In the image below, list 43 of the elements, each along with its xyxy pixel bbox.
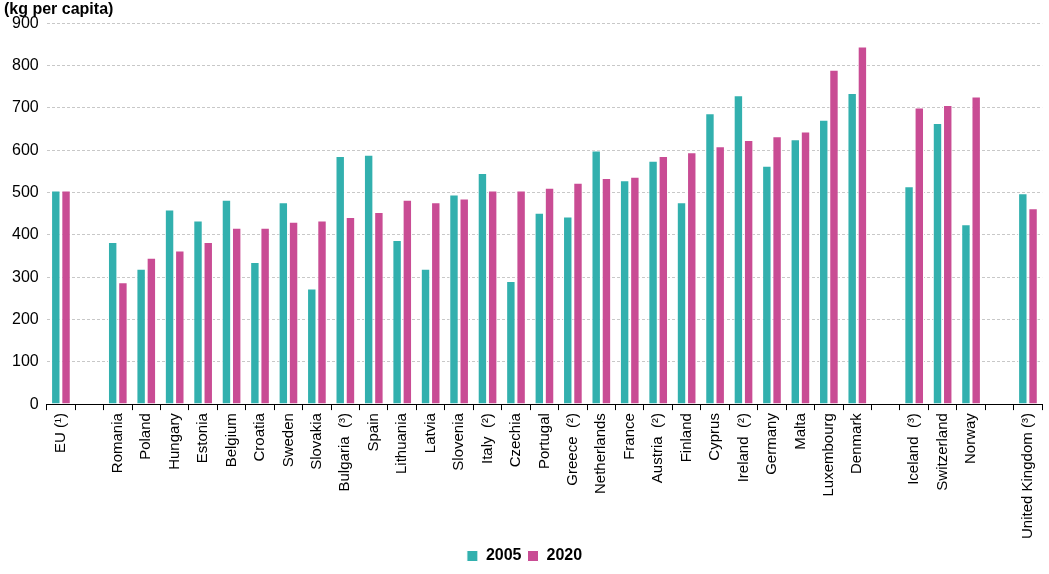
x-tick-label: Iceland (³): [904, 413, 922, 485]
x-tick-label: Spain: [363, 413, 381, 452]
x-tick-label: Finland: [676, 413, 694, 463]
y-tick-label: 500: [11, 182, 39, 200]
x-tick-label: Estonia: [193, 412, 211, 464]
y-tick-label: 100: [11, 352, 39, 370]
x-tick-label: Austria (²): [648, 413, 666, 484]
y-tick-label: 200: [11, 309, 39, 327]
x-tick-label: Netherlands: [591, 413, 609, 495]
x-tick-label: Czechia: [506, 412, 524, 468]
y-tick-label: 600: [11, 140, 39, 158]
y-tick-label: 300: [11, 267, 39, 285]
x-tick-label: Sweden: [278, 413, 296, 468]
x-tick-label: Norway: [961, 412, 979, 464]
x-tick-label: Slovakia: [307, 412, 325, 470]
x-tick-label: Switzerland: [932, 413, 950, 491]
x-tick-label: Poland: [136, 413, 154, 460]
y-tick-label: 700: [11, 98, 39, 116]
x-tick-label: Cyprus: [705, 413, 723, 461]
x-tick-label: Germany: [762, 412, 780, 475]
legend-label: 2020: [546, 546, 583, 564]
y-tick-label: 400: [11, 225, 39, 243]
x-tick-label: France: [619, 413, 637, 460]
legend-label: 2005: [485, 546, 522, 564]
x-tick-label: Romania: [107, 412, 125, 474]
x-tick-label: Ireland (²): [733, 413, 751, 483]
x-tick-label: Latvia: [420, 412, 438, 454]
x-tick-label: Denmark: [847, 412, 865, 474]
x-tick-label: Italy (²): [477, 413, 495, 464]
x-tick-label: Luxembourg: [818, 413, 836, 497]
y-tick-label: 0: [29, 394, 39, 412]
x-tick-label: Bulgaria (³): [335, 413, 353, 492]
x-tick-label: Slovenia: [449, 412, 467, 471]
x-tick-label: Hungary: [164, 412, 182, 470]
x-tick-label: EU (¹): [51, 413, 69, 454]
x-tick-label: Malta: [790, 412, 808, 450]
x-tick-label: Belgium: [221, 413, 239, 468]
x-tick-label: Greece (²): [563, 413, 581, 486]
x-tick-label: United Kingdom (³): [1018, 413, 1036, 540]
x-tick-label: Lithuania: [392, 412, 410, 475]
x-tick-label: Croatia: [250, 412, 268, 462]
x-tick-label: Portugal: [534, 413, 552, 469]
y-tick-label: 800: [11, 55, 39, 73]
